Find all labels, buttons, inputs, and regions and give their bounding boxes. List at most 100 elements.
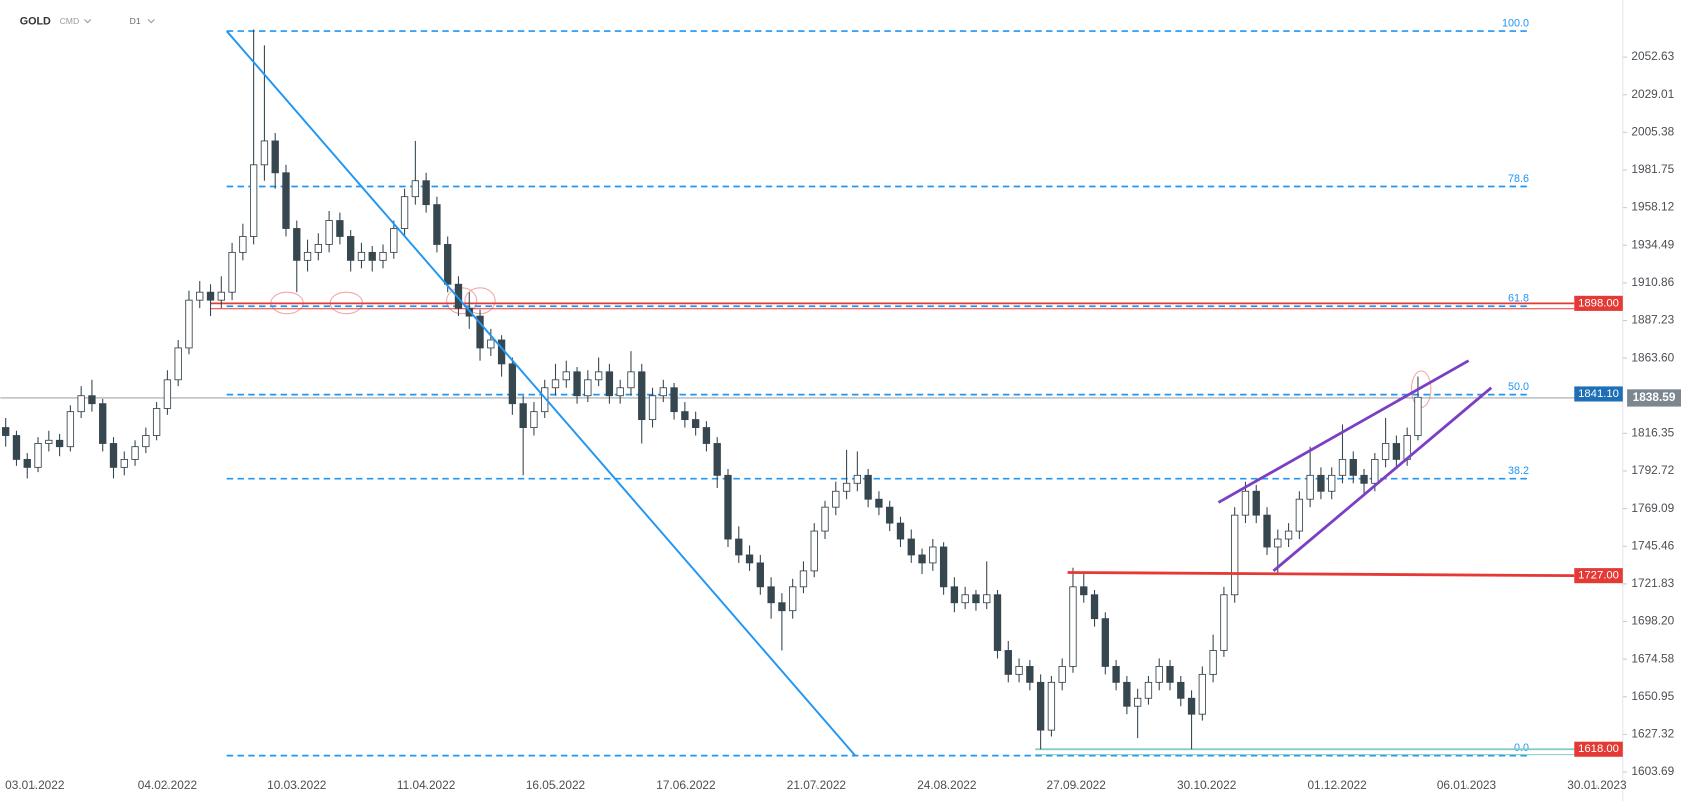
fib-label: 38.2 [1508, 465, 1529, 477]
candle-body [228, 251, 236, 293]
y-tick-label: 2052.63 [1631, 49, 1674, 63]
candle-body [799, 570, 808, 588]
trend-line [225, 30, 856, 757]
candle-body [1047, 681, 1056, 731]
candle-body [411, 180, 420, 198]
candle-body [907, 538, 915, 556]
candle-body [1026, 665, 1034, 683]
candle-body [174, 347, 182, 381]
candle-body [152, 408, 161, 436]
candle-body [1241, 490, 1250, 516]
candle-body [1328, 474, 1336, 492]
candle-body [724, 474, 732, 540]
dropdown-icon[interactable] [84, 19, 92, 24]
symbol[interactable]: GOLD [20, 15, 51, 27]
candle-body [594, 371, 603, 381]
candle-body [55, 439, 64, 448]
candle-body [77, 395, 85, 413]
price-badge [1574, 568, 1623, 584]
candle-body [1198, 673, 1207, 715]
candle-body [368, 251, 376, 261]
candle-body [670, 387, 678, 413]
candle-body [735, 538, 743, 556]
y-tick-label: 1627.32 [1631, 727, 1674, 741]
candle-body [1220, 594, 1228, 651]
candle-body [1231, 514, 1239, 596]
candle-body [562, 371, 570, 381]
candle-body [120, 458, 128, 468]
candle-body [1177, 681, 1185, 699]
candle-body [34, 443, 42, 468]
y-tick-label: 1698.20 [1631, 614, 1674, 628]
candle-body [1058, 665, 1066, 683]
candle-body [821, 506, 829, 532]
candle-body [853, 474, 862, 484]
candle-body [789, 586, 797, 612]
candle-body [1090, 594, 1099, 620]
candle-body [832, 490, 840, 508]
candle-body [206, 291, 215, 301]
price-badge-label: 1841.10 [1578, 388, 1619, 400]
candle-body [896, 522, 905, 540]
candle-body [1101, 618, 1109, 667]
candle-body [347, 236, 355, 261]
trend-line [1067, 571, 1575, 578]
price-badge [1574, 386, 1623, 402]
x-tick-label: 27.09.2022 [1047, 778, 1106, 792]
candle-body [1069, 586, 1077, 667]
candle-body [45, 439, 53, 444]
candle-body [1015, 665, 1023, 675]
candle-body [422, 180, 430, 206]
candle-body [88, 395, 96, 405]
candle-body [131, 446, 139, 460]
interval[interactable]: D1 [130, 16, 141, 26]
candle-body [1317, 474, 1325, 492]
candle-body [293, 228, 301, 261]
candle-body [1392, 443, 1401, 460]
candle-body [756, 562, 764, 588]
candle-body [1133, 697, 1142, 707]
candle-body [1187, 697, 1196, 715]
candle-body [616, 387, 624, 397]
y-tick-label: 1910.86 [1631, 275, 1674, 289]
candle-body [454, 283, 463, 309]
candle-body [842, 482, 851, 492]
candle-body [303, 251, 312, 261]
candle-body [196, 291, 204, 301]
dropdown-icon[interactable] [147, 19, 155, 24]
price-badge-label: 1727.00 [1578, 570, 1619, 582]
candle-body [918, 554, 926, 564]
candle-body [886, 506, 894, 524]
fib-label: 50.0 [1508, 381, 1529, 393]
y-tick-label: 2005.38 [1631, 124, 1674, 138]
y-tick-label: 1650.95 [1631, 689, 1674, 703]
x-tick-label: 06.01.2023 [1437, 778, 1497, 792]
candle-body [1338, 458, 1347, 476]
price-badge [1574, 295, 1623, 311]
x-tick-label: 10.03.2022 [267, 778, 326, 792]
price-badge [1574, 741, 1623, 757]
candle-body [875, 498, 883, 508]
candle-body [929, 546, 937, 564]
candle-body [1284, 530, 1293, 540]
candle-body [1036, 681, 1045, 731]
x-tick-label: 21.07.2022 [787, 778, 846, 792]
x-tick-label: 30.01.2023 [1567, 778, 1627, 792]
market[interactable]: CMD [60, 16, 80, 26]
y-tick-label: 1769.09 [1631, 501, 1674, 515]
candle-body [1112, 665, 1120, 683]
candle-body [519, 403, 527, 428]
price-badge-label: 1898.00 [1578, 297, 1619, 309]
candle-body [314, 244, 322, 253]
candle-body [659, 387, 667, 397]
trend-line [1217, 359, 1470, 504]
fib-label: 100.0 [1502, 17, 1529, 29]
candle-body [444, 244, 452, 285]
candle-body [217, 291, 225, 301]
candle-body [433, 204, 441, 245]
candle-body [2, 427, 10, 436]
candle-body [400, 196, 409, 229]
y-tick-label: 1863.60 [1631, 350, 1674, 364]
candle-body [1360, 474, 1368, 484]
